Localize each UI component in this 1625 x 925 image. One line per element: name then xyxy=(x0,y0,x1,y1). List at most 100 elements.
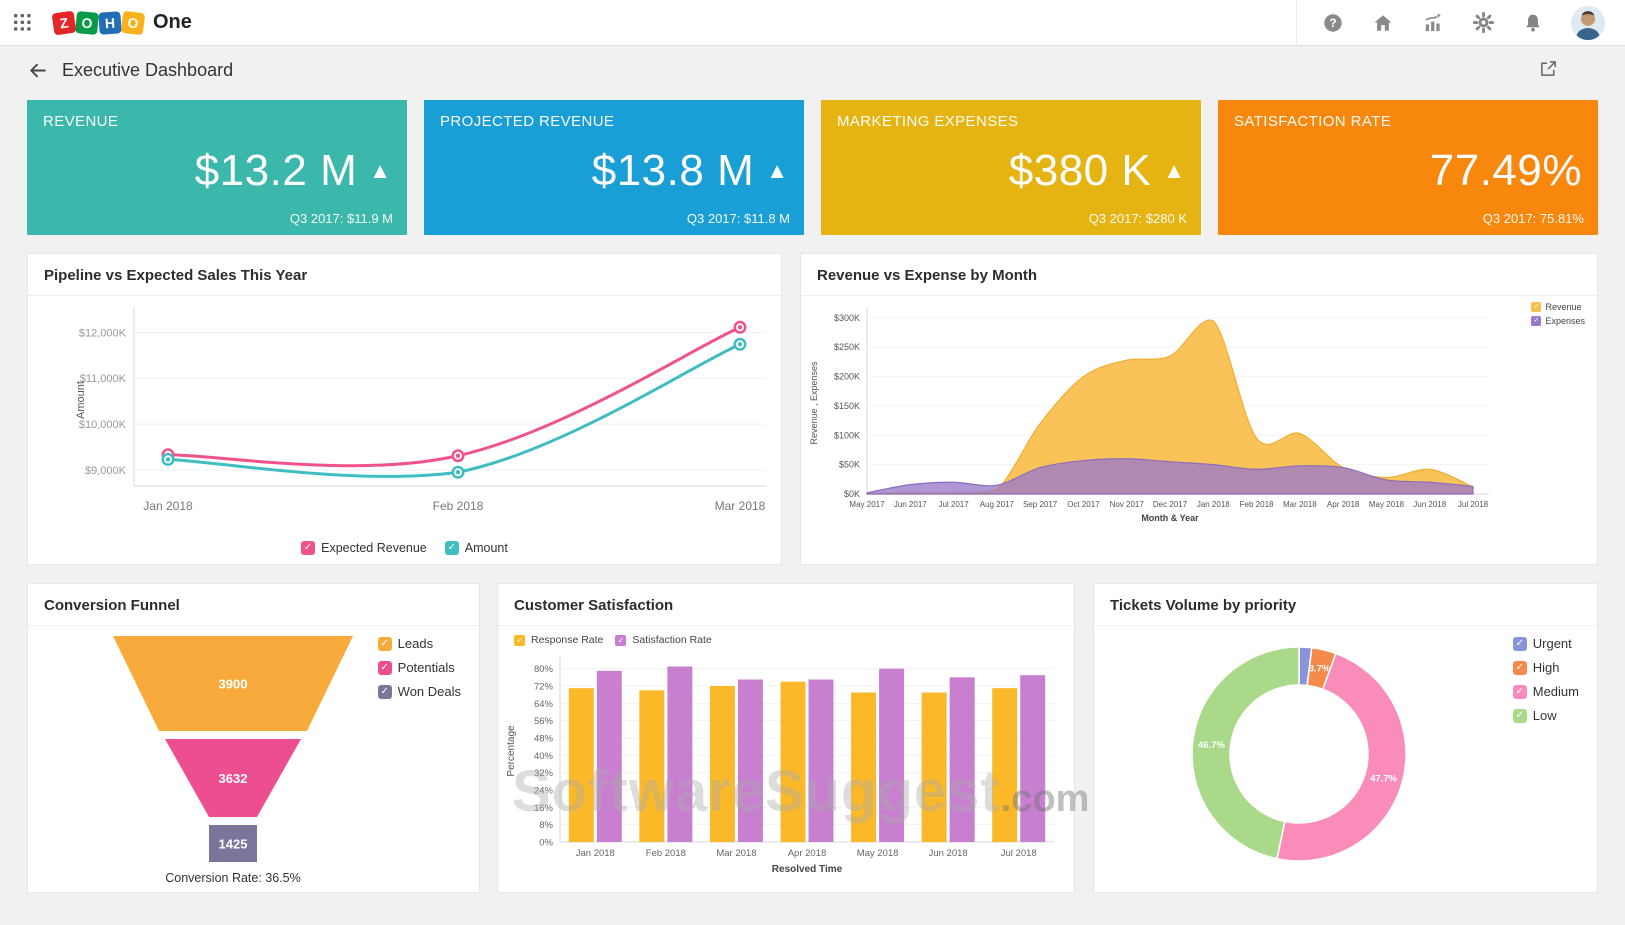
bar-satisfaction-rate-mar-2018[interactable] xyxy=(737,679,763,843)
kpi-card-marketing-expenses[interactable]: MARKETING EXPENSES $380 K ▲ Q3 2017: $280 K xyxy=(821,100,1201,235)
data-point-marker-core xyxy=(737,325,743,330)
satisfaction-legend: ✓ Response Rate ✓ Satisfaction Rate xyxy=(514,634,1074,646)
bar-satisfaction-rate-jan-2018[interactable] xyxy=(596,670,622,842)
tickets-donut-plot: 3.7% 47.7% 46.7% xyxy=(1191,646,1407,862)
legend-label: Low xyxy=(1532,708,1557,723)
bar-satisfaction-rate-apr-2018[interactable] xyxy=(808,679,834,843)
donut-slice-label: 47.7% xyxy=(1370,773,1397,784)
funnel-stage-potentials[interactable] xyxy=(165,739,301,817)
legend-item-amount[interactable]: ✓ Amount xyxy=(444,541,508,555)
help-icon[interactable]: ? xyxy=(1321,11,1345,35)
x-axis-title: Month & Year xyxy=(1141,513,1199,523)
panel-pipeline-vs-expected-sales: Pipeline vs Expected Sales This Year $9,… xyxy=(27,253,782,565)
notifications-icon[interactable] xyxy=(1521,11,1545,35)
x-axis-tick-label: Apr 2018 xyxy=(788,848,827,859)
legend-item-medium[interactable]: ✓ Medium xyxy=(1512,684,1579,699)
legend-checkbox-amount: ✓ xyxy=(444,541,459,555)
funnel-stage-value: 1425 xyxy=(219,837,248,852)
legend-checkbox-expenses: ✓ xyxy=(1531,316,1542,326)
y-axis-tick-label: 16% xyxy=(534,803,554,814)
legend-checkbox-low: ✓ xyxy=(1512,708,1527,723)
y-axis-tick-label: 48% xyxy=(534,734,554,745)
bar-response-rate-apr-2018[interactable] xyxy=(780,681,806,842)
bar-response-rate-feb-2018[interactable] xyxy=(639,690,665,842)
kpi-value-text: $13.8 M xyxy=(591,145,755,195)
funnel-stage-value: 3632 xyxy=(219,771,248,786)
kpi-row: REVENUE $13.2 M ▲ Q3 2017: $11.9 M PROJECTED… xyxy=(27,100,1598,235)
legend-item-expected-revenue[interactable]: ✓ Expected Revenue xyxy=(301,541,427,555)
legend-checkbox-potentials: ✓ xyxy=(377,660,392,675)
x-axis-tick-label: Apr 2018 xyxy=(1327,500,1360,509)
legend-item-leads[interactable]: ✓ Leads xyxy=(377,636,461,651)
funnel-stage-leads[interactable] xyxy=(113,636,353,731)
x-axis-tick-label: Feb 2018 xyxy=(646,848,686,859)
legend-checkbox-medium: ✓ xyxy=(1512,684,1527,699)
revenue-expense-chart: $0K $50K $100K $150K $200K $250K $300K May 2017… xyxy=(801,296,1597,553)
y-axis-tick-label: $11,000K xyxy=(80,373,127,385)
x-axis-tick-label: Jun 2018 xyxy=(929,848,968,859)
zoho-logo-tile: H xyxy=(98,10,122,35)
back-button[interactable] xyxy=(27,60,48,81)
chart-title: Revenue vs Expense by Month xyxy=(801,254,1597,296)
open-external-icon[interactable] xyxy=(1539,59,1558,78)
donut-slice-low[interactable] xyxy=(1191,646,1300,860)
kpi-value: $13.8 M ▲ xyxy=(424,130,804,211)
funnel-stage-won-deals[interactable] xyxy=(209,825,257,862)
legend-item-potentials[interactable]: ✓ Potentials xyxy=(377,660,461,675)
tickets-legend: ✓ Urgent ✓ High ✓ Medium ✓ Low xyxy=(1512,636,1579,723)
data-point-marker-core xyxy=(737,342,743,347)
zoho-logo[interactable]: Z O H O One xyxy=(51,10,192,35)
kpi-subtext: Q3 2017: 75.81% xyxy=(1482,211,1584,226)
legend-checkbox-won-deals: ✓ xyxy=(377,684,392,699)
kpi-subtext: Q3 2017: $280 K xyxy=(1088,211,1187,226)
avatar[interactable] xyxy=(1571,5,1605,40)
area-series-expenses xyxy=(866,458,1474,495)
bar-satisfaction-rate-jul-2018[interactable] xyxy=(1020,675,1046,842)
x-axis-tick-label: Jun 2017 xyxy=(894,500,927,509)
zoho-logo-tile: Z xyxy=(51,10,77,35)
bar-response-rate-jan-2018[interactable] xyxy=(568,688,594,842)
x-axis-tick-label: May 2018 xyxy=(857,848,899,859)
bar-response-rate-mar-2018[interactable] xyxy=(709,686,735,842)
bar-satisfaction-rate-feb-2018[interactable] xyxy=(667,666,693,843)
y-axis-tick-label: $50K xyxy=(839,460,860,470)
donut-slice-medium[interactable] xyxy=(1276,652,1407,862)
bar-response-rate-jul-2018[interactable] xyxy=(992,688,1018,842)
kpi-subtext: Q3 2017: $11.8 M xyxy=(686,211,790,226)
kpi-value-text: $380 K xyxy=(1008,145,1152,195)
page-title: Executive Dashboard xyxy=(62,59,234,80)
legend-item-satisfaction-rate[interactable]: ✓ Satisfaction Rate xyxy=(615,634,712,646)
app-launcher-icon[interactable] xyxy=(14,14,31,31)
kpi-value-text: $13.2 M xyxy=(194,145,358,195)
pipeline-chart: $9,000K $10,000K $11,000K $12,000K Amount Jan… xyxy=(28,296,781,555)
kpi-card-projected-revenue[interactable]: PROJECTED REVENUE $13.8 M ▲ Q3 2017: $11.8 … xyxy=(424,100,804,235)
y-axis-tick-label: 72% xyxy=(534,682,554,693)
kpi-card-revenue[interactable]: REVENUE $13.2 M ▲ Q3 2017: $11.9 M xyxy=(27,100,407,235)
y-axis-tick-label: 32% xyxy=(534,768,554,779)
bar-satisfaction-rate-may-2018[interactable] xyxy=(879,668,905,842)
legend-checkbox-leads: ✓ xyxy=(377,636,392,651)
legend-item-urgent[interactable]: ✓ Urgent xyxy=(1512,636,1579,651)
analytics-icon[interactable] xyxy=(1421,11,1445,35)
x-axis-tick-label: Aug 2017 xyxy=(980,500,1015,509)
legend-label: Expenses xyxy=(1545,316,1585,326)
data-point-marker-core xyxy=(455,453,461,458)
panel-revenue-vs-expense: Revenue vs Expense by Month $0K $50K $100K… xyxy=(800,253,1598,565)
x-axis-tick-label: Jul 2018 xyxy=(1458,500,1489,509)
home-icon[interactable] xyxy=(1371,11,1395,35)
panel-conversion-funnel: Conversion Funnel 3900 3632 1425 Conversion… xyxy=(27,583,480,893)
legend-item-expenses[interactable]: ✓ Expenses xyxy=(1531,316,1585,326)
bar-response-rate-jun-2018[interactable] xyxy=(921,692,947,843)
bar-satisfaction-rate-jun-2018[interactable] xyxy=(949,677,975,842)
y-axis-tick-label: $250K xyxy=(834,342,860,352)
settings-icon[interactable] xyxy=(1471,11,1495,35)
kpi-card-satisfaction-rate[interactable]: SATISFACTION RATE 77.49% Q3 2017: 75.81% xyxy=(1218,100,1598,235)
legend-item-response-rate[interactable]: ✓ Response Rate xyxy=(514,634,603,646)
svg-text:?: ? xyxy=(1329,16,1336,30)
bar-response-rate-may-2018[interactable] xyxy=(851,692,877,843)
legend-item-high[interactable]: ✓ High xyxy=(1512,660,1579,675)
legend-item-low[interactable]: ✓ Low xyxy=(1512,708,1579,723)
legend-item-revenue[interactable]: ✓ Revenue xyxy=(1531,302,1585,312)
legend-item-won-deals[interactable]: ✓ Won Deals xyxy=(377,684,461,699)
